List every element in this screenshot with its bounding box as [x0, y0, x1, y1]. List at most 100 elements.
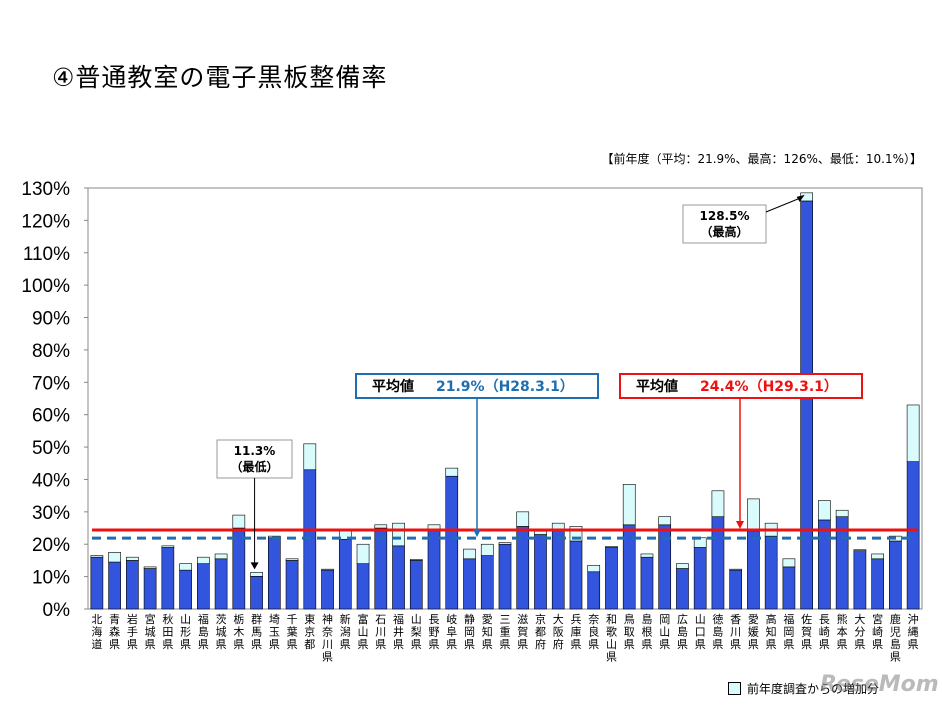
y-tick-label: 20%	[32, 535, 70, 556]
bar-increase	[640, 553, 654, 558]
x-tick-label-char: 島	[712, 625, 723, 639]
bar-increase	[658, 516, 672, 526]
x-tick-label-char: 島	[677, 625, 688, 639]
x-tick-label-char: 栃	[233, 612, 244, 626]
x-tick-label-char: 県	[287, 638, 298, 651]
annotation-min-label: （最低）	[230, 459, 278, 474]
x-tick-label-char: 岡	[783, 626, 794, 639]
x-tick-label-char: 県	[145, 638, 156, 651]
bar-increase	[711, 490, 725, 518]
x-tick-label-char: 徳	[712, 613, 723, 626]
bar-increase	[835, 509, 849, 518]
x-tick-label-char: 重	[500, 625, 511, 639]
bar-increase	[143, 566, 157, 569]
x-tick-label-char: 県	[766, 638, 777, 651]
bar-increase	[90, 555, 104, 558]
x-tick-label-char: 県	[500, 638, 511, 651]
bar-current	[232, 527, 246, 610]
x-tick-label-char: 新	[340, 612, 351, 626]
x-tick-label-char: 崎	[872, 625, 883, 639]
x-tick-label-char: 香	[730, 613, 741, 626]
y-tick-label: 100%	[21, 276, 70, 297]
annotation-max-arrow	[765, 197, 801, 213]
y-tick-label: 60%	[32, 406, 70, 427]
x-tick-label-char: 県	[411, 638, 422, 651]
x-tick-label-char: 三	[500, 613, 511, 626]
x-tick-label-char: 秋	[162, 612, 173, 626]
bar-increase	[676, 563, 689, 569]
x-tick-label-char: 葉	[287, 625, 298, 639]
bar-current	[197, 563, 210, 610]
x-tick-label-char: 賀	[801, 626, 812, 639]
x-tick-label-char: 府	[535, 637, 546, 651]
bar-increase	[161, 545, 175, 548]
x-tick-label-char: 県	[127, 638, 138, 651]
x-tick-label-char: 庫	[570, 625, 581, 639]
bar-current	[640, 556, 654, 610]
bar-current	[782, 566, 796, 610]
x-tick-label-char: 島	[641, 612, 652, 626]
x-tick-label-char: 山	[411, 613, 422, 626]
x-tick-label-char: 県	[641, 638, 652, 651]
bar-increase	[232, 514, 246, 529]
x-tick-label-char: 県	[588, 638, 599, 651]
x-tick-label-char: 城	[145, 626, 156, 639]
x-tick-label-char: 愛	[748, 613, 759, 626]
x-tick-label-char: 都	[535, 626, 546, 639]
bar-increase	[356, 543, 370, 564]
bar-current	[853, 550, 867, 610]
bar-current	[250, 575, 263, 610]
x-tick-label-char: 県	[872, 638, 883, 651]
annotation-max-label: （最高）	[700, 224, 748, 239]
x-tick-label-char: 木	[233, 626, 244, 639]
x-tick-label-char: 奈	[322, 625, 333, 639]
bar-current	[764, 535, 778, 610]
bar-current	[409, 560, 423, 610]
x-tick-label-char: 鳥	[624, 612, 635, 626]
x-tick-label-char: 馬	[251, 626, 262, 639]
bar-increase	[179, 563, 192, 571]
x-tick-label-char: 県	[570, 638, 581, 651]
y-tick-label: 30%	[32, 503, 70, 524]
bar-current	[889, 540, 902, 610]
bar-increase	[906, 404, 920, 462]
x-tick-label-char: 口	[695, 626, 706, 639]
annotation-min-arrowhead	[250, 562, 259, 570]
bar-current	[143, 568, 157, 610]
bar-current	[871, 558, 884, 610]
bar-increase	[605, 546, 618, 548]
x-tick-label-char: 県	[180, 638, 191, 651]
x-tick-label-char: 川	[322, 638, 333, 651]
x-tick-label-char: 県	[482, 638, 493, 651]
bar-current	[569, 540, 583, 610]
bar-increase	[197, 556, 210, 564]
x-tick-label-char: 阜	[446, 626, 457, 639]
x-tick-label-char: 県	[269, 638, 280, 651]
x-tick-label-char: 県	[322, 651, 333, 664]
bar-increase	[108, 552, 121, 563]
x-tick-label-char: 分	[854, 626, 865, 639]
x-tick-label-char: 県	[464, 638, 475, 651]
bar-current	[587, 571, 601, 610]
bar-current	[498, 543, 512, 610]
bar-current	[693, 547, 707, 610]
bar-increase	[321, 568, 334, 571]
x-tick-label-char: 根	[641, 625, 652, 639]
bar-current	[90, 556, 104, 610]
legend: 前年度調査からの増加分	[728, 680, 879, 697]
bar-current	[161, 547, 175, 610]
bar-current	[463, 558, 476, 610]
x-tick-label-char: 県	[606, 651, 617, 664]
x-tick-label-char: 県	[198, 638, 209, 651]
bar-current	[605, 547, 618, 610]
page-title: ④普通教室の電子黒板整備率	[52, 63, 388, 92]
annotation-min-value: 11.3%	[234, 444, 276, 458]
x-tick-label-char: 知	[482, 625, 493, 639]
x-tick-label-char: 千	[287, 613, 298, 626]
y-tick-label: 40%	[32, 470, 70, 491]
x-tick-label-char: 県	[517, 638, 528, 651]
average-callout-prev-arrow-head	[473, 529, 481, 538]
x-tick-label-char: 福	[198, 612, 209, 626]
x-tick-label-char: 県	[801, 638, 812, 651]
